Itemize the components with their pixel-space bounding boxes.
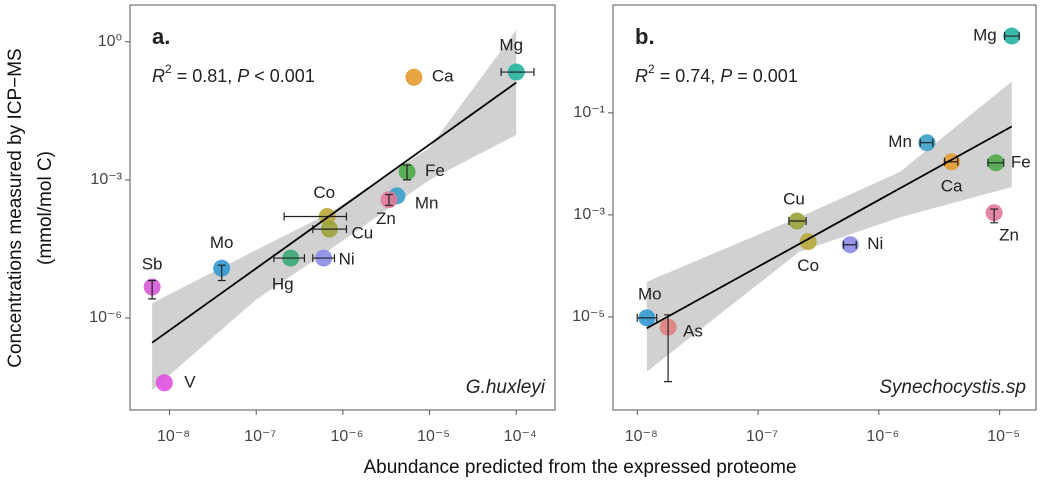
point-label: Fe [1011, 152, 1031, 171]
y-tick-label: 10⁰ [98, 33, 122, 50]
species-label: G.huxleyi [466, 377, 546, 398]
y-error-bar [990, 208, 999, 224]
point-label: Ni [339, 250, 355, 269]
y-error-bar [148, 279, 157, 300]
point-label: Co [313, 183, 335, 202]
point-label: Zn [999, 225, 1019, 244]
panel-label: b. [635, 24, 655, 49]
point-label: Ca [432, 67, 454, 86]
x-error-bar [312, 254, 336, 263]
point-label: Mn [415, 193, 439, 212]
point-label: V [184, 372, 196, 391]
y-error-bar [403, 164, 412, 181]
stats-part: P [237, 66, 249, 86]
stats: R2 = 0.74, P = 0.001 [635, 62, 798, 86]
y-tick-label: 10⁻⁶ [89, 309, 122, 326]
x-tick-label: 10⁻⁴ [504, 428, 537, 445]
fit-line [151, 81, 517, 344]
y-tick-label: 10⁻¹ [573, 104, 605, 121]
point-label: Sb [142, 254, 163, 273]
point-label: Cu [783, 189, 805, 208]
stats: R2 = 0.81, P < 0.001 [152, 62, 315, 86]
x-tick-label: 10⁻⁶ [330, 428, 363, 445]
point-label: Co [797, 256, 819, 275]
x-tick-label: 10⁻⁵ [987, 428, 1020, 445]
point-label: Cu [351, 224, 373, 243]
x-error-bar [919, 138, 934, 147]
x-tick-label: 10⁻⁶ [866, 428, 899, 445]
stats-part: = 0.74, [655, 66, 721, 86]
point-label: Fe [425, 161, 445, 180]
x-tick-label: 10⁻⁸ [625, 428, 658, 445]
x-error-bar [842, 240, 857, 249]
panel-label: a. [152, 24, 170, 49]
point [405, 68, 423, 86]
fit-line [646, 125, 1013, 330]
x-error-bar [500, 68, 535, 77]
point-label: Mo [638, 284, 662, 303]
y-tick-label: 10⁻³ [573, 206, 605, 223]
x-tick-label: 10⁻⁵ [417, 428, 450, 445]
y-axis-title: Concentrations measured by ICP−MS [5, 48, 26, 367]
stats-part: 2 [165, 62, 172, 76]
y-tick-label: 10⁻⁵ [572, 308, 605, 325]
stats-part: = 0.81, [172, 66, 238, 86]
stats-part: R [152, 66, 165, 86]
stats-part: = 0.001 [732, 66, 798, 86]
y-tick-label: 10⁻³ [90, 171, 122, 188]
point-label: Ca [941, 176, 963, 195]
confidence-band [152, 30, 517, 391]
x-axis-title: Abundance predicted from the expressed p… [363, 457, 796, 478]
point-label: As [683, 322, 703, 341]
x-error-bar [636, 313, 658, 322]
x-tick-label: 10⁻⁷ [746, 428, 778, 445]
y-axis-title: (mmol/mol C) [35, 151, 56, 265]
x-error-bar [312, 225, 348, 234]
stats-part: 2 [648, 62, 655, 76]
point-label: Mn [888, 132, 912, 151]
x-error-bar [283, 212, 348, 221]
point-label: Ni [867, 234, 883, 253]
x-error-bar [788, 216, 807, 225]
stats-part: < 0.001 [249, 66, 315, 86]
x-tick-label: 10⁻⁷ [244, 428, 276, 445]
point-label: Mo [210, 233, 234, 252]
x-tick-label: 10⁻⁸ [157, 428, 190, 445]
x-error-bar [987, 158, 1005, 167]
y-error-bar [384, 193, 393, 206]
x-error-bar [1004, 32, 1020, 41]
point-label: Zn [376, 209, 396, 228]
stats-part: P [720, 66, 732, 86]
plot-border [612, 4, 1037, 411]
point-label: Mg [499, 36, 523, 55]
point [155, 374, 173, 392]
species-label: Synechocystis.sp [879, 377, 1026, 398]
y-error-bar [217, 264, 226, 282]
point-label: Mg [973, 26, 997, 45]
stats-part: R [635, 66, 648, 86]
point-label: Hg [272, 275, 294, 294]
